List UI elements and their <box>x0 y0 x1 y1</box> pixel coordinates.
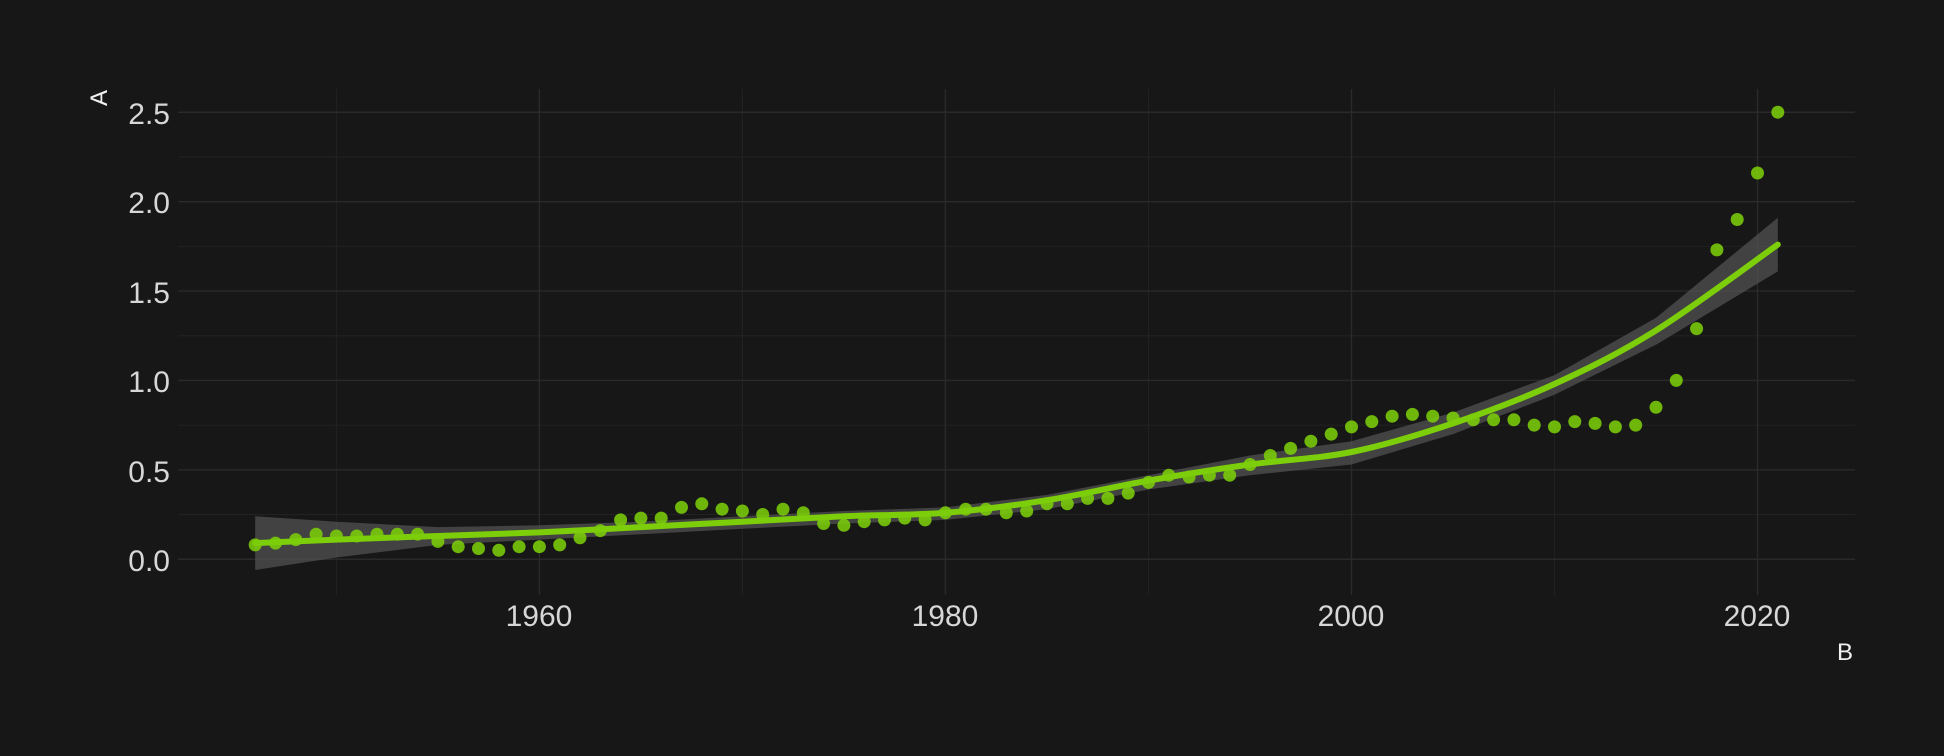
data-point <box>837 518 851 532</box>
data-point <box>451 540 465 554</box>
data-point <box>735 504 749 518</box>
data-point <box>776 502 790 516</box>
x-axis-title: B <box>1837 639 1853 666</box>
data-point <box>1771 105 1785 119</box>
data-point <box>1507 413 1521 427</box>
major-gridlines <box>178 89 1855 595</box>
data-point <box>1568 415 1582 429</box>
data-point <box>1405 407 1419 421</box>
data-point <box>532 540 546 554</box>
x-tick-label-1960: 1960 <box>506 600 573 633</box>
data-point <box>1730 213 1744 226</box>
data-point <box>1304 434 1318 448</box>
y-axis-title: A <box>86 90 113 106</box>
data-point <box>1324 427 1338 441</box>
data-point <box>472 542 485 555</box>
data-point <box>512 540 526 554</box>
minor-gridlines <box>178 89 1855 595</box>
data-point <box>1588 416 1602 430</box>
data-point <box>1629 418 1643 432</box>
data-point <box>614 513 628 527</box>
trend-line <box>252 241 1781 547</box>
data-point <box>492 543 506 557</box>
data-point <box>1548 420 1561 434</box>
data-point <box>1101 491 1115 505</box>
data-point <box>1020 504 1034 518</box>
data-point <box>553 538 567 552</box>
x-tick-label-2000: 2000 <box>1318 600 1385 633</box>
data-point <box>1487 413 1501 427</box>
x-tick-label-2020: 2020 <box>1724 600 1791 633</box>
y-tick-label-1: 1.0 <box>128 366 170 399</box>
data-point <box>1710 243 1724 257</box>
data-point <box>1223 468 1237 482</box>
y-tick-label-1-5: 1.5 <box>128 277 170 310</box>
data-point <box>1527 418 1541 432</box>
data-point <box>695 497 709 511</box>
data-point <box>715 502 729 516</box>
y-tick-label-2-5: 2.5 <box>128 98 170 131</box>
data-point <box>1649 400 1663 414</box>
data-point <box>1121 486 1135 500</box>
data-point <box>1426 409 1440 423</box>
data-point <box>675 500 688 514</box>
data-point <box>1751 166 1764 180</box>
data-point <box>654 511 668 525</box>
data-point <box>1284 441 1298 455</box>
data-point <box>573 531 587 545</box>
data-point <box>1669 373 1683 387</box>
y-tick-label-0: 0.0 <box>128 545 170 578</box>
y-tick-label-0-5: 0.5 <box>128 456 170 489</box>
y-tick-label-2: 2.0 <box>128 187 170 220</box>
data-point <box>1060 497 1074 511</box>
data-point <box>1385 409 1399 423</box>
data-point <box>1608 420 1622 434</box>
x-tick-label-1980: 1980 <box>912 600 979 633</box>
data-point <box>1345 420 1358 434</box>
data-point <box>634 511 648 525</box>
data-point <box>1365 415 1379 429</box>
data-point <box>1690 322 1704 336</box>
